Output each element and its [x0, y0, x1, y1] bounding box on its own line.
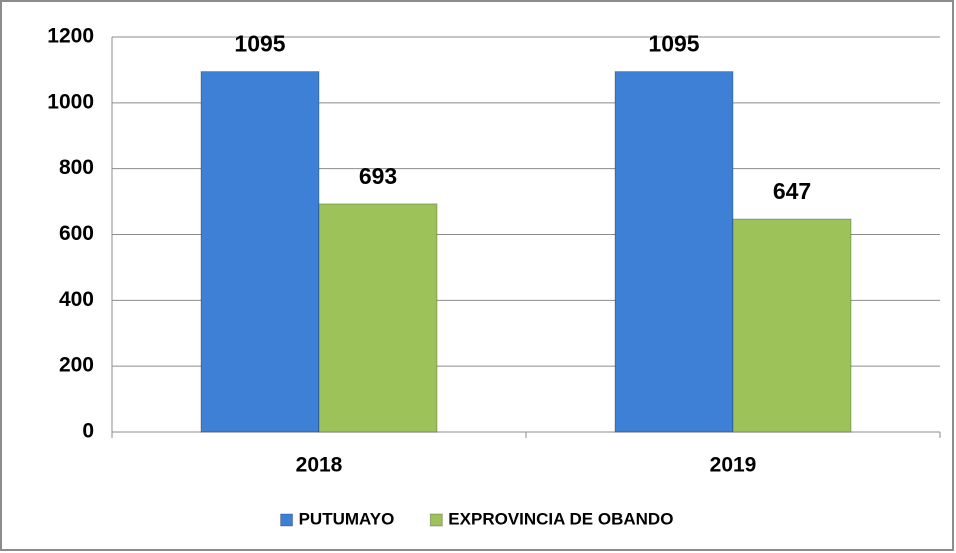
bar [200, 71, 320, 433]
legend-label: PUTUMAYO [299, 509, 395, 528]
y-tick-label: 800 [59, 156, 94, 179]
bar [614, 71, 734, 433]
y-tick-label: 1200 [47, 25, 94, 48]
x-tick-label: 2018 [296, 454, 343, 477]
data-label: 693 [359, 163, 397, 189]
x-tick-label: 2019 [710, 454, 757, 477]
bar [732, 218, 852, 433]
y-tick-label: 400 [59, 288, 94, 311]
data-label: 647 [773, 178, 811, 204]
y-tick-label: 0 [82, 420, 94, 443]
bar [318, 203, 438, 433]
legend-swatch [280, 513, 294, 527]
data-label: 1095 [648, 31, 699, 57]
y-tick-label: 600 [59, 222, 94, 245]
legend-swatch [429, 513, 443, 527]
data-label: 1095 [234, 31, 285, 57]
y-tick-label: 1000 [47, 90, 94, 113]
y-tick-label: 200 [59, 354, 94, 377]
legend-label: EXPROVINCIA DE OBANDO [448, 509, 673, 528]
